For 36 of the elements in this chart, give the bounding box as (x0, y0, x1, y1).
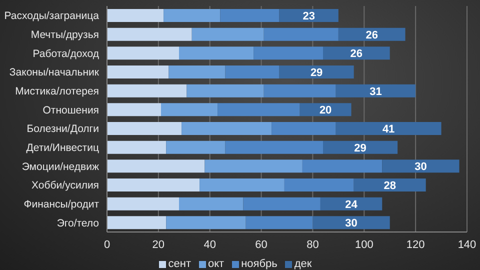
legend-label: ноябрь (240, 258, 278, 270)
legend-label: дек (293, 258, 312, 270)
y-tick-label: Законы/начальник (9, 66, 100, 79)
data-label: 26 (350, 48, 363, 60)
x-tick-label: 80 (306, 238, 319, 251)
x-tick-label: 40 (204, 238, 216, 251)
y-tick-label: Эмоции/недвиж (22, 160, 99, 173)
x-tick-label: 140 (458, 238, 476, 251)
x-tick-label: 60 (255, 238, 268, 251)
legend-label: окт (206, 258, 224, 270)
y-tick-label: Отношения (42, 104, 99, 116)
data-label: 23 (302, 10, 315, 22)
data-label: 28 (384, 180, 396, 192)
data-label: 29 (354, 142, 366, 154)
y-tick-label: Дети/Инвестиц (26, 142, 99, 154)
data-label: 24 (345, 198, 358, 211)
legend-label: сент (167, 258, 191, 270)
y-tick-label: Расходы/заграница (4, 10, 100, 22)
y-tick-label: Мистика/лотерея (15, 85, 99, 98)
y-tick-label: Работа/доход (32, 48, 99, 60)
y-tick-label: Финансы/родит (24, 198, 100, 210)
data-label: 20 (319, 104, 332, 117)
x-tick-label: 20 (152, 238, 165, 251)
data-label: 26 (366, 29, 378, 42)
y-tick-label: Болезни/Долги (26, 123, 100, 136)
data-label: 29 (310, 67, 323, 79)
x-tick-label: 0 (104, 238, 110, 251)
data-label: 31 (370, 86, 382, 98)
data-label: 30 (414, 161, 427, 174)
y-tick-label: Хобби/усилия (32, 180, 99, 192)
x-tick-label: 120 (406, 238, 425, 251)
data-label: 30 (345, 218, 358, 230)
data-label: 41 (382, 124, 395, 136)
x-tick-label: 100 (354, 238, 374, 251)
y-tick-label: Эго/тело (56, 217, 100, 230)
y-tick-label: Мечты/друзья (30, 28, 99, 41)
